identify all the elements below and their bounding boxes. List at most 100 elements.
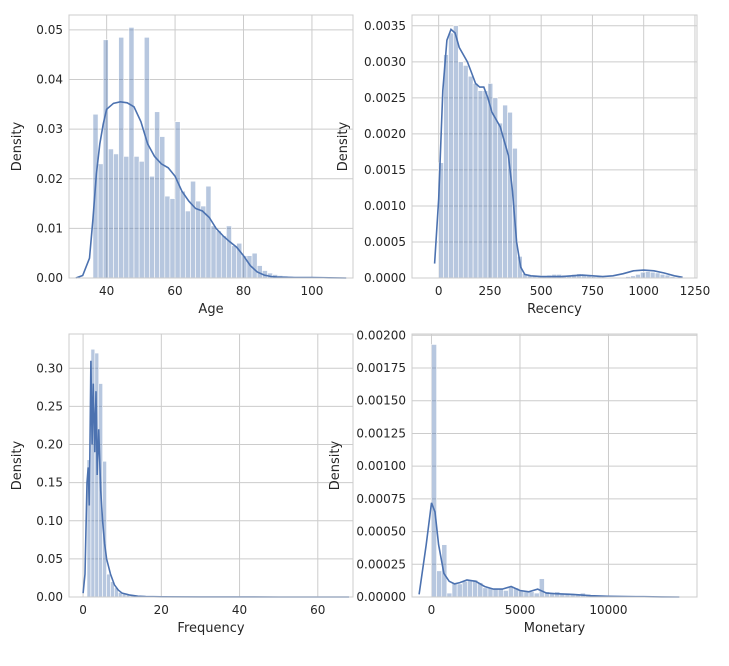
histogram-bar [507, 111, 513, 279]
histogram-bar [528, 591, 535, 598]
axes-frame [68, 14, 354, 279]
y-tick-label: 0.0030 [364, 55, 406, 69]
histogram-bar [231, 245, 237, 279]
y-tick-label: 0.00150 [356, 394, 406, 408]
histogram-bar [205, 185, 212, 279]
y-tick-label: 0.10 [36, 514, 63, 528]
axes-frame [411, 14, 698, 279]
histogram-bar [138, 161, 145, 279]
y-tick-label: 0.25 [36, 399, 63, 413]
y-tick-label: 0.05 [36, 552, 63, 566]
histogram-bar [446, 592, 453, 598]
histogram-bar [645, 271, 651, 279]
histogram-bar [102, 39, 109, 279]
histogram-bar [482, 90, 489, 279]
histogram-bar [456, 583, 463, 598]
histogram-bar [226, 225, 232, 279]
histogram-bar [118, 37, 125, 279]
histogram-bar [154, 111, 160, 279]
y-tick-label: 0.00175 [356, 361, 406, 375]
histogram-bar [149, 175, 155, 279]
y-tick-label: 0.20 [36, 438, 63, 452]
histogram-bar [523, 591, 530, 598]
histogram-bar [215, 230, 222, 279]
histogram-bar [448, 32, 454, 279]
x-tick-label: 0 [435, 284, 443, 298]
x-tick-label: 1250 [680, 284, 711, 298]
x-axis-label: Frequency [177, 621, 244, 636]
y-tick-label: 0.02 [36, 172, 63, 186]
histogram-bar [159, 136, 166, 279]
kde-line [82, 360, 350, 598]
histogram-bar [106, 573, 111, 598]
x-tick-label: 5000 [505, 603, 536, 617]
y-tick-label: 0.00050 [356, 525, 406, 539]
x-tick-label: 40 [99, 284, 114, 298]
histogram-bar [431, 344, 437, 598]
histogram-bar [538, 578, 545, 598]
y-tick-label: 0.00100 [356, 459, 406, 473]
histogram-bar [185, 210, 191, 279]
histogram-bar [654, 272, 661, 279]
x-axis-label: Recency [527, 302, 582, 317]
y-tick-label: 0.0035 [364, 19, 406, 33]
x-tick-label: 500 [530, 284, 553, 298]
y-tick-label: 0.00000 [356, 590, 406, 604]
histogram-bar [533, 592, 540, 598]
subplot-monetary: 0.00000 0.00025 0.00050 0.00075 0.00100 0.001… [328, 328, 698, 636]
histogram-bar [97, 163, 104, 279]
y-tick-label: 0.05 [36, 23, 63, 37]
subplot-age: 0.00 0.01 0.02 0.03 0.04 0.05 40 60 80 100 Age Dens… [10, 14, 354, 317]
y-axis-label: Density [10, 440, 25, 490]
histogram-bar [143, 37, 150, 279]
x-tick-label: 80 [236, 284, 251, 298]
y-tick-label: 0.00 [36, 590, 63, 604]
x-tick-label: 100 [300, 284, 323, 298]
histogram-bar [502, 104, 508, 279]
x-tick-label: 250 [478, 284, 501, 298]
x-axis-label: Age [198, 302, 223, 317]
y-tick-label: 0.00 [36, 271, 63, 285]
histogram-bar [195, 200, 202, 279]
histogram-bar [635, 274, 641, 279]
x-tick-label: 20 [154, 603, 169, 617]
histogram-bar [503, 590, 509, 598]
histogram-bar [441, 544, 448, 598]
x-tick-label: 60 [167, 284, 182, 298]
histogram-bar [179, 190, 186, 279]
y-tick-label: 0.15 [36, 476, 63, 490]
x-tick-label: 750 [581, 284, 604, 298]
histogram-bar [169, 198, 176, 279]
histogram-bar [174, 121, 181, 279]
y-axis-label: Density [328, 440, 343, 490]
x-tick-label: 0 [79, 603, 87, 617]
histogram-bar [458, 61, 464, 279]
histogram-bar [659, 274, 666, 279]
histogram-bar [164, 195, 171, 279]
histogram-bar [477, 90, 484, 279]
histogram-bar [210, 225, 217, 279]
y-tick-label: 0.00075 [356, 492, 406, 506]
histogram-bar [451, 582, 458, 598]
y-tick-label: 0.00025 [356, 557, 406, 571]
y-tick-label: 0.30 [36, 361, 63, 375]
histogram-bar [128, 27, 135, 279]
histogram-bar [472, 83, 479, 279]
histogram-bar [482, 587, 489, 598]
x-axis-label: Monetary [524, 621, 586, 636]
y-axis-label: Density [336, 121, 351, 171]
x-tick-label: 10000 [589, 603, 627, 617]
histogram-bar [492, 97, 499, 279]
kde-line [75, 100, 347, 279]
histogram-bar [200, 205, 207, 279]
subplot-recency: 0.0000 0.0005 0.0010 0.0015 0.0020 0.0025 0.00… [336, 14, 711, 317]
kde-line [418, 502, 680, 598]
histogram-bar [190, 180, 196, 279]
x-tick-label: 40 [232, 603, 247, 617]
x-tick-label: 1000 [628, 284, 659, 298]
kde-line [433, 28, 683, 279]
axes-frame [411, 333, 698, 598]
histogram-bar [497, 122, 503, 279]
histogram-bar [436, 570, 443, 598]
